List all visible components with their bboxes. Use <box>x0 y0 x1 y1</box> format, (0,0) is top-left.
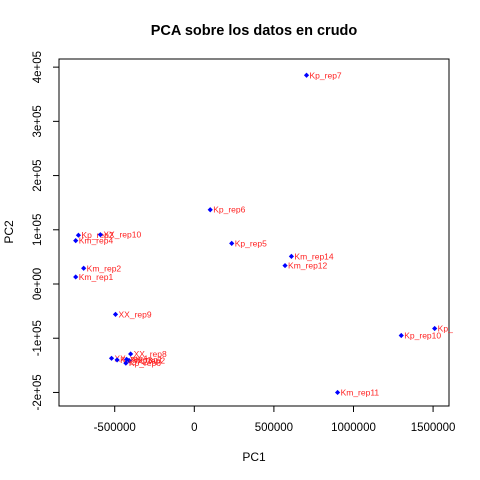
chart-title: PCA sobre los datos en crudo <box>151 23 358 39</box>
x-tick-label: 1000000 <box>331 422 376 434</box>
data-point-label: XX_rep1 <box>130 354 163 364</box>
data-point-label: Kp_rep5 <box>235 238 267 248</box>
data-point-label: XX_rep2 <box>132 355 165 365</box>
data-point-label: XX_rep4 <box>115 353 148 363</box>
data-point-marker <box>81 265 87 271</box>
data-point-label: Kp_rep6 <box>213 205 245 215</box>
data-point-marker <box>128 351 134 357</box>
data-point-marker <box>114 357 120 363</box>
data-point-label: Kp_rep2 <box>81 230 113 240</box>
y-tick-label: 3e+05 <box>32 105 44 137</box>
y-tick-label: 1e+05 <box>32 214 44 246</box>
y-axis: -2e+05 -1e+05 0e+00 1e+05 2e+05 3e+05 4e+05 <box>32 51 60 411</box>
data-point-label: Kp_rep7 <box>310 70 342 80</box>
data-point-marker <box>334 389 341 396</box>
data-point-label: Km_rep4 <box>79 236 114 246</box>
data-point-label: Kp_rep6 <box>129 358 161 368</box>
y-axis-label: PC2 <box>2 220 16 244</box>
x-tick-label: -500000 <box>94 422 136 434</box>
data-point-marker <box>75 232 82 238</box>
x-tick-label: 1500000 <box>411 422 456 434</box>
y-tick-label: -1e+05 <box>32 320 44 356</box>
x-axis: -500000 0 500000 1000000 1500000 <box>94 405 456 434</box>
data-point-label: Kp_rep3 <box>120 355 152 365</box>
data-point-label: Km_rep12 <box>288 261 327 271</box>
data-point-label: Kp_ <box>438 323 453 333</box>
data-point-label: Km_rep14 <box>294 251 333 261</box>
data-point-label: Km_rep1 <box>79 272 114 282</box>
y-tick-label: 2e+05 <box>32 159 44 191</box>
data-point-marker <box>229 240 235 246</box>
data-point-marker <box>73 238 79 244</box>
data-point-label: XX_rep9 <box>119 309 152 319</box>
data-point-label: XX_rep8 <box>134 349 167 359</box>
data-point-marker <box>73 274 79 280</box>
data-point-label: Km_rep11 <box>341 387 380 397</box>
data-point-label: Km_rep2 <box>87 263 122 273</box>
y-tick-label: 0e+00 <box>32 268 44 300</box>
data-point-marker <box>303 72 310 78</box>
data-point-marker <box>398 332 404 339</box>
data-point-label: XX_rep10 <box>103 230 141 240</box>
data-point-marker <box>288 253 295 259</box>
x-axis-label: PC1 <box>242 450 266 464</box>
data-point-marker <box>207 207 213 213</box>
x-tick-label: 500000 <box>255 422 293 434</box>
y-tick-label: 4e+05 <box>32 51 44 83</box>
data-point-marker <box>108 355 115 361</box>
x-tick-label: 0 <box>191 422 197 434</box>
y-tick-label: -2e+05 <box>32 374 44 410</box>
data-point-marker <box>123 360 129 366</box>
data-point-label: Kp_rep10 <box>404 331 441 341</box>
data-point-marker <box>432 325 438 332</box>
data-point-marker <box>282 262 288 269</box>
data-point-marker <box>126 357 132 364</box>
data-point-marker <box>112 311 119 317</box>
data-point-marker <box>97 232 103 238</box>
